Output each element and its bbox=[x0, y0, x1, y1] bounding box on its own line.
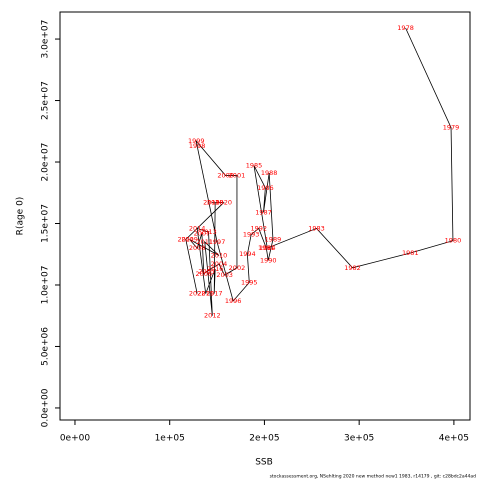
year-label: 2009 bbox=[181, 235, 198, 243]
x-tick-label: 4e+05 bbox=[439, 434, 469, 444]
year-label: 2020 bbox=[215, 199, 232, 207]
y-tick-label: 3.0e+07 bbox=[41, 20, 51, 59]
year-label: 1985 bbox=[246, 162, 263, 170]
year-label: 2018 bbox=[207, 199, 224, 207]
y-axis-label: R(age 0) bbox=[16, 197, 26, 236]
plot-frame bbox=[59, 11, 471, 421]
year-label: 1997 bbox=[209, 238, 226, 246]
year-label: 1991 bbox=[258, 244, 275, 252]
x-tick-label: 3e+05 bbox=[344, 434, 374, 444]
year-label: 1996 bbox=[225, 297, 242, 305]
year-label: 2007 bbox=[194, 229, 211, 237]
year-label: 1998 bbox=[189, 142, 206, 150]
y-tick-label: 1.5e+07 bbox=[41, 204, 51, 243]
year-label: 2010 bbox=[211, 251, 228, 259]
year-label: 2022 bbox=[189, 290, 206, 298]
y-tick-label: 5.0e+06 bbox=[41, 327, 51, 366]
sr-path bbox=[185, 27, 454, 316]
year-label: 1983 bbox=[308, 224, 325, 232]
year-label: 2006 bbox=[196, 270, 213, 278]
year-label: 1980 bbox=[445, 237, 462, 245]
year-label: 1981 bbox=[402, 249, 419, 257]
year-label: 1978 bbox=[397, 24, 414, 32]
year-label: 1992 bbox=[250, 224, 267, 232]
x-tick-label: 0e+00 bbox=[60, 434, 91, 444]
y-tick-label: 1.0e+07 bbox=[41, 266, 51, 305]
year-label: 1990 bbox=[260, 256, 277, 264]
y-tick-label: 2.0e+07 bbox=[41, 143, 51, 182]
footnote: stockassessment.org, NSehlting 2020 new … bbox=[270, 474, 477, 480]
year-label: 1986 bbox=[257, 184, 274, 192]
year-label: 1987 bbox=[255, 208, 272, 216]
y-tick-label: 0.0e+00 bbox=[41, 388, 51, 427]
year-label: 2021 bbox=[178, 235, 195, 243]
year-label: 2016 bbox=[207, 265, 224, 273]
year-label: 1982 bbox=[344, 264, 361, 272]
year-label: 1984 bbox=[259, 244, 276, 252]
year-label: 2014 bbox=[189, 224, 206, 232]
y-tick-label: 2.5e+07 bbox=[41, 81, 51, 120]
x-axis-label: SSB bbox=[255, 458, 273, 468]
year-label: 1989 bbox=[265, 235, 282, 243]
year-label: 2000 bbox=[217, 172, 234, 180]
year-label: 2002 bbox=[229, 264, 246, 272]
year-label: 2001 bbox=[229, 172, 246, 180]
year-label: 2003 bbox=[216, 271, 233, 279]
x-tick-label: 2e+05 bbox=[249, 434, 279, 444]
year-label: 1993 bbox=[243, 231, 260, 239]
year-label: 1988 bbox=[261, 169, 278, 177]
year-label: 2017 bbox=[206, 290, 223, 298]
year-label: 2019 bbox=[203, 199, 220, 207]
year-label: 2013 bbox=[200, 228, 217, 236]
year-label: 1979 bbox=[443, 124, 460, 132]
year-label: 2012 bbox=[204, 312, 221, 320]
year-label: 2015 bbox=[197, 290, 214, 298]
year-label: 1995 bbox=[241, 279, 258, 287]
x-tick-label: 1e+05 bbox=[155, 434, 185, 444]
year-label: 1994 bbox=[239, 250, 256, 258]
year-label: 2004 bbox=[211, 260, 228, 268]
year-label: 2008 bbox=[189, 244, 206, 252]
year-label: 1999 bbox=[188, 137, 205, 145]
year-label: 2011 bbox=[196, 238, 213, 246]
year-label: 2005 bbox=[198, 267, 215, 275]
